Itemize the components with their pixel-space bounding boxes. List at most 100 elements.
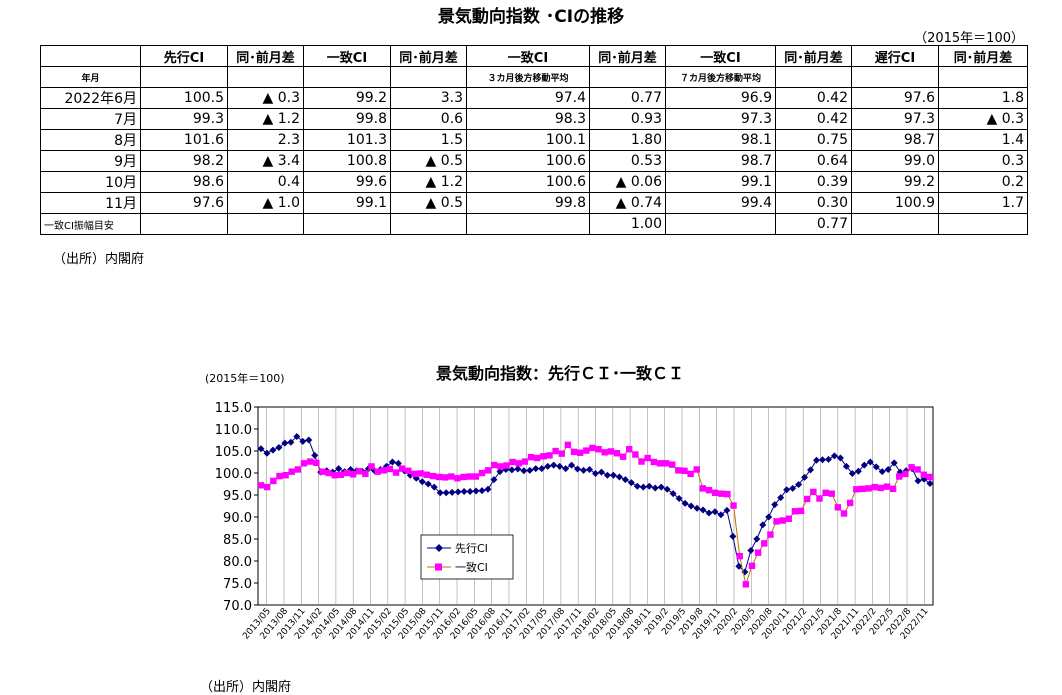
data-point — [693, 504, 701, 512]
chart-unit: (2015年＝100) — [205, 372, 285, 385]
table-cell — [227, 213, 304, 235]
table-cell: 98.1 — [665, 129, 776, 151]
data-point — [613, 450, 621, 457]
table-cell: 3.3 — [390, 87, 467, 109]
data-point — [521, 458, 529, 465]
table-cell: 98.6 — [140, 171, 228, 193]
table-cell: 1.00 — [589, 213, 666, 235]
table-cell: 11月 — [40, 192, 141, 214]
table-cell: 0.93 — [589, 108, 666, 130]
table-cell: 99.8 — [466, 192, 590, 214]
data-point — [460, 487, 468, 495]
data-point — [785, 515, 792, 522]
table-cell: 99.1 — [665, 171, 776, 193]
table-cell — [775, 66, 852, 88]
table-cell: 9月 — [40, 150, 141, 172]
data-point — [765, 513, 773, 521]
y-tick-label: 100.0 — [215, 467, 252, 482]
data-point — [538, 465, 546, 473]
data-point — [711, 508, 719, 516]
data-point — [810, 488, 817, 496]
data-point — [269, 446, 277, 454]
table-cell: 97.6 — [140, 192, 228, 214]
data-point — [711, 489, 719, 496]
data-point — [657, 483, 665, 491]
table-cell: 7月 — [40, 108, 141, 130]
data-point — [550, 461, 558, 469]
data-point — [263, 449, 271, 457]
data-point — [515, 460, 522, 467]
table-cell: 1.5 — [390, 129, 467, 151]
data-point — [705, 509, 713, 517]
data-point — [687, 502, 695, 510]
data-point — [663, 485, 671, 493]
table-cell: 年月 — [40, 66, 141, 88]
data-point — [562, 465, 570, 473]
table-cell: 10月 — [40, 171, 141, 193]
data-point — [534, 454, 541, 462]
table-footer-row: 一致CI振幅目安 1.00 0.77 — [40, 213, 1028, 235]
data-point — [836, 454, 844, 462]
y-tick-label: 115.0 — [215, 401, 252, 416]
data-point — [742, 581, 750, 588]
data-point — [281, 439, 289, 447]
table-cell — [851, 213, 939, 235]
data-point — [386, 465, 394, 473]
data-point — [293, 432, 301, 440]
data-point — [675, 495, 683, 503]
data-point — [681, 499, 689, 507]
data-point — [356, 468, 363, 475]
data-point — [759, 521, 767, 529]
data-point — [603, 471, 611, 479]
data-point — [589, 444, 596, 452]
table-row: 9月 98.2 ▲ 3.4 100.8 ▲ 0.5 100.6 0.53 98.7 0.64 99… — [40, 150, 1028, 172]
data-point — [454, 475, 461, 482]
data-point — [436, 489, 444, 497]
table-cell: 99.4 — [665, 192, 776, 214]
data-point — [574, 465, 582, 473]
data-point — [424, 480, 432, 488]
table-cell: 97.6 — [851, 87, 939, 109]
table-cell: 99.6 — [303, 171, 391, 193]
data-point — [527, 453, 535, 461]
data-point — [761, 540, 768, 547]
table-cell — [140, 66, 228, 88]
table-row: 11月 97.6 ▲ 1.0 99.1 ▲ 0.5 99.8 ▲ 0.74 99.4 0.30 1… — [40, 192, 1028, 214]
table-title: 景気動向指数 ･CIの推移 — [437, 7, 625, 27]
table-cell: ▲ 0.3 — [227, 87, 304, 109]
table-cell: 100.6 — [466, 150, 590, 172]
table-cell: 同･前月差 — [589, 45, 666, 67]
data-point — [878, 468, 886, 476]
table-cell: 1.8 — [938, 87, 1028, 109]
data-point — [466, 487, 474, 495]
table-cell: 同･前月差 — [390, 45, 467, 67]
table-cell: 100.5 — [140, 87, 228, 109]
data-point — [681, 467, 688, 474]
data-point — [411, 470, 418, 478]
data-point — [801, 473, 809, 481]
data-point — [417, 470, 424, 477]
data-point — [394, 459, 402, 467]
data-point — [368, 463, 375, 470]
data-point — [824, 455, 832, 463]
data-point — [914, 466, 921, 473]
data-point — [718, 490, 725, 497]
data-point — [779, 517, 786, 524]
data-point — [503, 462, 510, 469]
table-cell — [227, 66, 304, 88]
data-point — [773, 518, 780, 525]
data-point — [430, 483, 438, 491]
data-point — [583, 447, 590, 454]
table-cell: 0.39 — [775, 171, 852, 193]
table-cell: 99.0 — [851, 150, 939, 172]
data-point — [767, 531, 774, 538]
table-cell: 0.42 — [775, 87, 852, 109]
data-point — [662, 460, 670, 467]
data-point — [442, 489, 450, 497]
data-point — [466, 473, 473, 480]
data-point — [822, 489, 829, 496]
table-cell: 98.7 — [851, 129, 939, 151]
data-point — [325, 469, 332, 477]
data-point — [840, 510, 848, 517]
data-point — [460, 473, 467, 481]
